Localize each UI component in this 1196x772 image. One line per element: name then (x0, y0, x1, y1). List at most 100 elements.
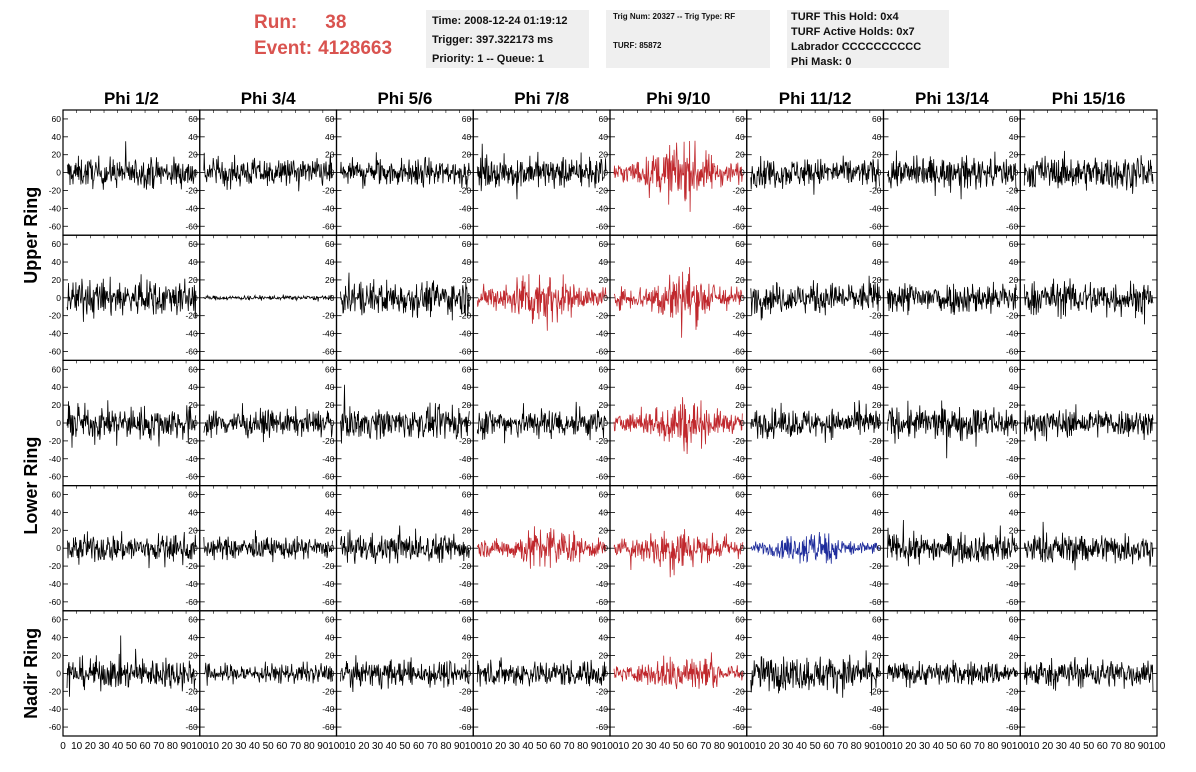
x-tick-label: 30 (98, 741, 110, 752)
waveform-trace (66, 531, 197, 569)
y-tick-label: -40 (732, 579, 745, 589)
waveform-trace (340, 272, 470, 321)
y-tick-label: 40 (1009, 633, 1019, 643)
y-tick-label: 0 (603, 668, 608, 678)
y-tick-label: -20 (596, 311, 609, 321)
y-tick-label: 60 (872, 615, 882, 625)
x-tick-label: 10 (618, 741, 630, 752)
y-tick-label: -20 (49, 686, 62, 696)
y-tick-label: -40 (322, 579, 335, 589)
x-tick-label: 80 (987, 741, 999, 752)
x-tick-label: 30 (1056, 741, 1068, 752)
y-tick-label: 60 (599, 114, 609, 124)
waveform-trace (203, 403, 333, 443)
y-tick-label: 20 (1009, 400, 1019, 410)
x-tick-label: 50 (399, 741, 411, 752)
y-tick-label: 20 (735, 525, 745, 535)
y-tick-label: -60 (322, 722, 335, 732)
y-tick-label: 0 (877, 293, 882, 303)
y-tick-label: -60 (185, 722, 198, 732)
y-tick-label: 40 (52, 507, 62, 517)
y-tick-label: -20 (322, 436, 335, 446)
x-tick-label: 30 (509, 741, 521, 752)
waveform-trace (1023, 404, 1154, 442)
y-tick-label: 40 (735, 507, 745, 517)
x-tick-label: 50 (946, 741, 958, 752)
y-tick-label: 0 (603, 543, 608, 553)
y-tick-label: -40 (459, 203, 472, 213)
y-tick-label: 40 (872, 382, 882, 392)
y-tick-label: -20 (185, 686, 198, 696)
x-tick-label: 30 (782, 741, 794, 752)
y-tick-label: 20 (872, 400, 882, 410)
y-tick-label: -40 (869, 329, 882, 339)
y-tick-label: 20 (1009, 651, 1019, 661)
waveform-trace (887, 400, 1017, 459)
x-tick-label: 30 (645, 741, 657, 752)
y-tick-label: 60 (188, 114, 198, 124)
y-tick-label: -40 (732, 329, 745, 339)
y-tick-label: 0 (603, 418, 608, 428)
y-tick-label: 20 (735, 400, 745, 410)
waveform-trace (203, 152, 333, 192)
y-tick-label: 20 (599, 525, 609, 535)
waveform-trace (340, 152, 470, 190)
y-tick-label: 40 (325, 633, 335, 643)
y-tick-label: 20 (188, 400, 198, 410)
x-tick-label: 50 (126, 741, 138, 752)
y-tick-label: 20 (462, 400, 472, 410)
x-tick-label: 20 (769, 741, 781, 752)
x-tick-label: 10 (755, 741, 767, 752)
y-tick-label: 60 (52, 114, 62, 124)
waveform-trace (66, 635, 197, 697)
y-tick-label: -60 (459, 221, 472, 231)
waveform-trace (1023, 521, 1154, 571)
waveform-trace (203, 530, 333, 563)
y-tick-label: -20 (869, 311, 882, 321)
x-tick-label: 80 (577, 741, 589, 752)
y-tick-label: 0 (467, 543, 472, 553)
y-tick-label: 60 (462, 114, 472, 124)
column-header: Phi 1/2 (104, 89, 159, 108)
run-event-info: Run: 38 Event: 4128663 (254, 10, 392, 62)
x-tick-label: 100 (1012, 741, 1029, 752)
x-tick-label: 40 (249, 741, 261, 752)
y-tick-label: 60 (188, 364, 198, 374)
x-tick-label: 10 (892, 741, 904, 752)
y-tick-label: 40 (1009, 382, 1019, 392)
waveform-trace (340, 384, 470, 444)
y-tick-label: 20 (599, 651, 609, 661)
y-tick-label: 0 (467, 168, 472, 178)
y-tick-label: -20 (869, 686, 882, 696)
y-tick-label: -40 (596, 329, 609, 339)
y-tick-label: -60 (869, 597, 882, 607)
y-tick-label: 0 (193, 418, 198, 428)
y-tick-label: -40 (322, 203, 335, 213)
row-group-header: Upper Ring (21, 187, 41, 284)
waveform-trace (750, 400, 880, 443)
time-text: Time: 2008-12-24 01:19:12 (432, 15, 568, 27)
y-tick-label: 0 (56, 168, 61, 178)
y-tick-label: -60 (732, 472, 745, 482)
y-tick-label: 60 (735, 114, 745, 124)
y-tick-label: 0 (56, 668, 61, 678)
x-tick-label: 90 (591, 741, 603, 752)
y-tick-label: -20 (1006, 311, 1019, 321)
x-tick-label: 80 (440, 741, 452, 752)
y-tick-label: -40 (596, 454, 609, 464)
y-tick-label: -60 (185, 597, 198, 607)
row-group-header: Lower Ring (21, 437, 41, 535)
y-tick-label: 20 (462, 651, 472, 661)
x-tick-label: 60 (686, 741, 698, 752)
y-tick-label: -20 (732, 686, 745, 696)
y-tick-label: 20 (52, 400, 62, 410)
y-tick-label: 0 (467, 293, 472, 303)
y-tick-label: 0 (603, 293, 608, 303)
turf-hold-text: TURF This Hold: 0x4 (791, 11, 899, 23)
y-tick-label: -40 (869, 454, 882, 464)
x-tick-label: 100 (191, 741, 208, 752)
y-tick-label: 0 (877, 543, 882, 553)
y-tick-label: -40 (322, 454, 335, 464)
y-tick-label: -40 (596, 704, 609, 714)
y-tick-label: -40 (869, 704, 882, 714)
